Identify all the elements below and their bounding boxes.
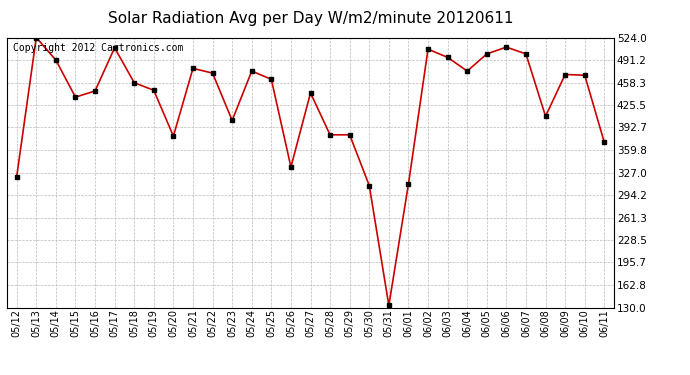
Text: Copyright 2012 Cartronics.com: Copyright 2012 Cartronics.com — [13, 43, 184, 53]
Text: Solar Radiation Avg per Day W/m2/minute 20120611: Solar Radiation Avg per Day W/m2/minute … — [108, 11, 513, 26]
